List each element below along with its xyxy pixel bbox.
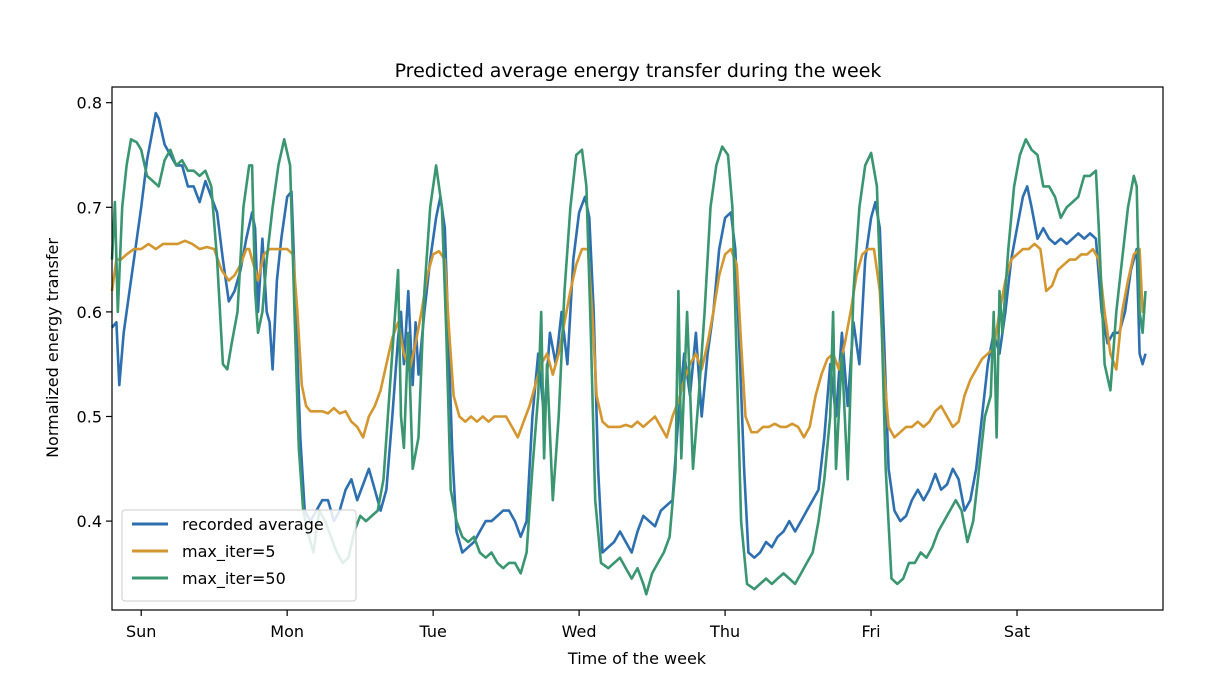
series-line-1 (110, 111, 1147, 559)
y-tick-label: 0.8 (77, 94, 102, 113)
x-tick-label: Sun (126, 622, 156, 641)
x-axis-label: Time of the week (567, 649, 707, 668)
legend-box (121, 509, 357, 602)
x-tick-label: Mon (270, 622, 304, 641)
x-axis: Sun Mon Tue Wed Thu Fri Sat (126, 610, 1030, 641)
x-tick-label: Wed (562, 622, 597, 641)
y-tick-label: 0.5 (77, 407, 102, 426)
y-tick-label: 0.6 (77, 303, 102, 322)
series-layer (110, 111, 1147, 596)
legend: recorded average max_iter=5 max_iter=50 (121, 509, 357, 602)
y-axis: 0.4 0.5 0.6 0.7 0.8 (77, 94, 112, 531)
legend-label-1: recorded average (182, 515, 324, 534)
x-tick-label: Tue (418, 622, 446, 641)
legend-label-3: max_iter=50 (182, 569, 286, 589)
chart-title: Predicted average energy transfer during… (395, 60, 882, 82)
y-axis-label: Normalized energy transfer (43, 238, 62, 458)
y-tick-label: 0.7 (77, 198, 102, 217)
series-line-3 (110, 138, 1147, 596)
x-tick-label: Fri (862, 622, 881, 641)
legend-label-2: max_iter=5 (182, 542, 276, 562)
y-tick-label: 0.4 (77, 512, 102, 531)
plot-frame (111, 86, 1164, 611)
x-tick-label: Thu (709, 622, 740, 641)
x-tick-label: Sat (1004, 622, 1030, 641)
